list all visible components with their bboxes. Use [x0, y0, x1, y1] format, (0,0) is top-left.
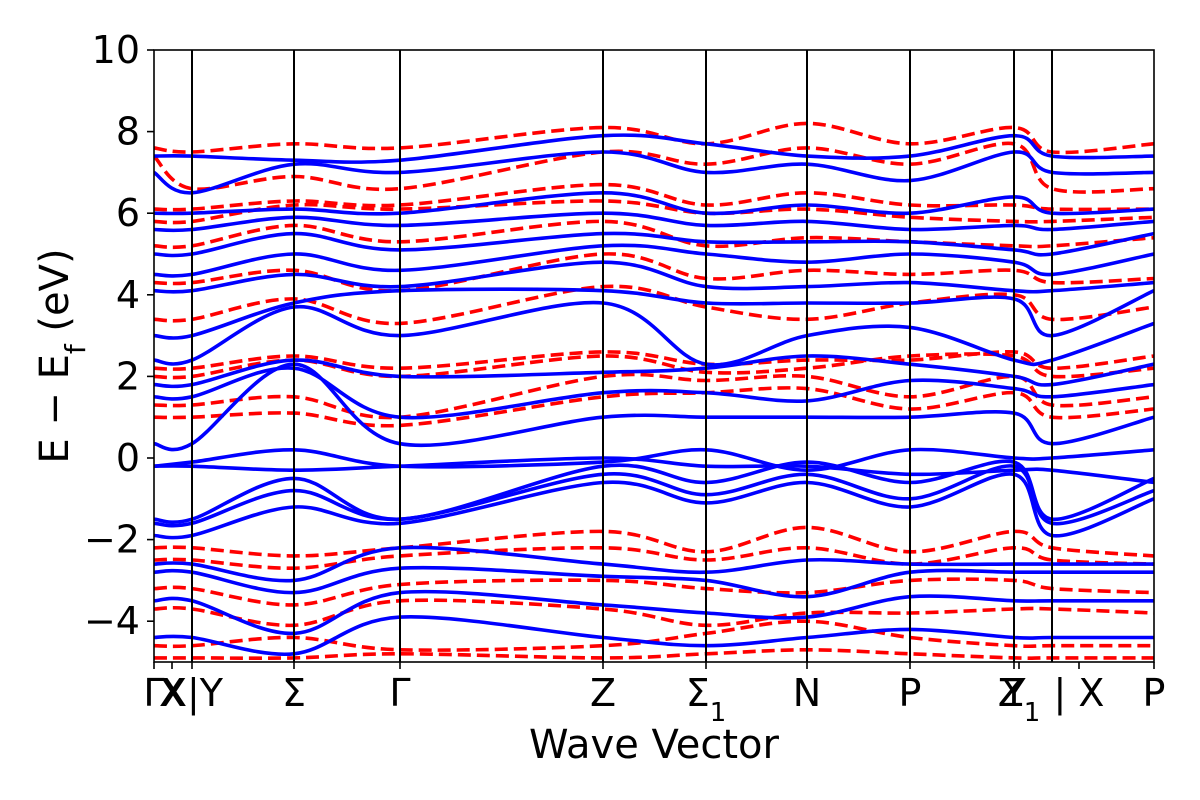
- y-tick-label-3: 2: [116, 354, 140, 398]
- y-tick-label-4: 4: [116, 273, 140, 317]
- y-axis: −4 −2 0 2 4 6 8 10: [84, 28, 154, 643]
- y-axis-title-sub: f: [59, 343, 92, 354]
- solid-band-10: [154, 260, 1154, 294]
- dashed-band-11: [154, 525, 1154, 558]
- dashed-band-12: [154, 545, 1154, 571]
- solid-band-19: [154, 589, 1154, 636]
- y-axis-title: E − Ef (eV): [32, 248, 92, 463]
- y-tick-label-1: −2: [84, 518, 140, 562]
- x-tick-label-5: Z: [590, 671, 616, 715]
- solid-band-20: [154, 615, 1154, 657]
- x-tick-label-7: N: [793, 671, 821, 715]
- x-tick-label-1: X: [159, 671, 185, 715]
- dashed-band-7: [154, 199, 1154, 225]
- x-tick-label-10: Z1: [998, 671, 1041, 728]
- plot-frame: [153, 49, 1155, 663]
- y-tick-label-5: 6: [116, 191, 140, 235]
- dashed-band-4: [154, 284, 1154, 326]
- solid-band-8: [154, 300, 1154, 367]
- solid-band-18: [154, 565, 1154, 599]
- x-tick-label-8: P: [899, 671, 922, 715]
- dashed-band-3: [154, 349, 1154, 371]
- solid-band-6: [154, 366, 1154, 420]
- x-tick-label-2: X|Y: [161, 671, 224, 716]
- dashed-band-16: [154, 648, 1154, 661]
- y-axis-title-unit: (eV): [32, 248, 78, 344]
- dashed-band-6: [154, 219, 1154, 250]
- solid-band-14: [154, 191, 1154, 216]
- solid-band-11: [154, 243, 1154, 278]
- solid-band-5: [154, 362, 1154, 452]
- solid-band-17: [154, 545, 1154, 583]
- solid-band-16: [154, 133, 1154, 164]
- x-tick-label-9: Y: [1001, 671, 1026, 715]
- y-tick-label-0: −4: [84, 599, 140, 643]
- solid-band-13: [154, 211, 1154, 233]
- dashed-band-8: [154, 182, 1154, 212]
- dashed-band-5: [154, 252, 1154, 293]
- y-tick-label-2: 0: [116, 436, 140, 480]
- x-tick-label-6: Σ1: [686, 671, 727, 728]
- solid-band-3: [154, 464, 1154, 528]
- solid-band-12: [154, 231, 1154, 258]
- solid-band-1: [154, 447, 1154, 472]
- solid-band-4: [154, 472, 1154, 540]
- y-tick-label-6: 8: [116, 110, 140, 154]
- dashed-band-15: [154, 619, 1154, 652]
- y-axis-title-main: E − E: [32, 354, 78, 464]
- x-tick-label-11: | X: [1054, 671, 1105, 716]
- x-tick-label-0: Γ: [143, 671, 164, 715]
- x-tick-label-12: P: [1143, 671, 1166, 715]
- bands-layer: [154, 121, 1154, 661]
- x-tick-label-3: Σ: [282, 671, 306, 715]
- dashed-band-14: [154, 598, 1154, 628]
- solid-band-7: [154, 354, 1154, 389]
- solid-band-15: [154, 150, 1154, 195]
- x-tick-label-4: Γ: [389, 671, 410, 715]
- solid-band-9: [154, 287, 1154, 340]
- dashed-band-0: [154, 386, 1154, 428]
- dashed-band-9: [154, 141, 1154, 194]
- dashed-band-13: [154, 577, 1154, 607]
- y-tick-label-7: 10: [92, 28, 140, 72]
- kpoint-separators: [191, 50, 1053, 662]
- x-axis-title: Wave Vector: [529, 722, 780, 768]
